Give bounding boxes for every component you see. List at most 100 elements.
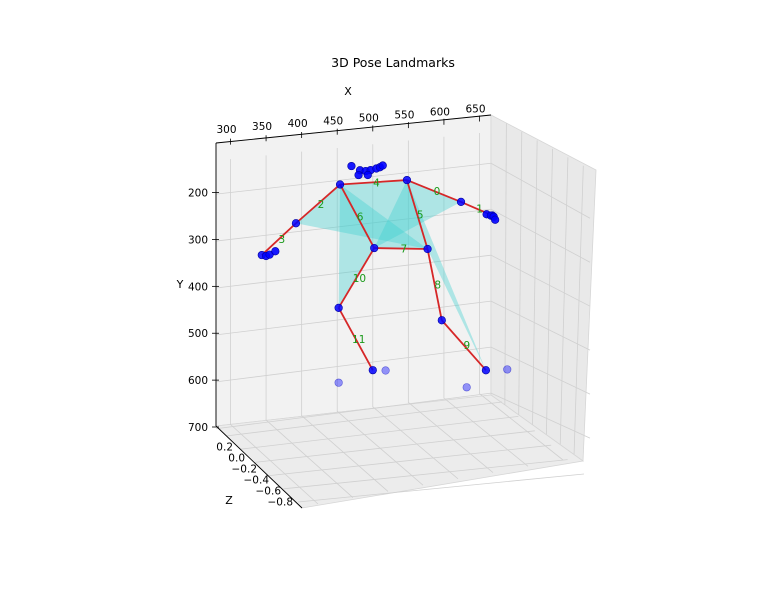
grid-line xyxy=(254,430,535,463)
grid-line xyxy=(372,406,459,480)
bone-7 xyxy=(374,247,428,250)
landmark-point xyxy=(481,366,491,375)
y-axis-label: Y xyxy=(176,278,184,291)
landmark-point xyxy=(491,215,500,224)
bone-0 xyxy=(406,179,462,203)
z-tick-label: −0.6 xyxy=(256,485,282,497)
bone-label: 7 xyxy=(401,244,408,256)
bone-9 xyxy=(441,319,487,371)
landmark-point xyxy=(378,161,387,170)
grid-line xyxy=(297,473,585,503)
body-triangle xyxy=(406,180,486,371)
body-triangle xyxy=(340,180,428,249)
landmark-point xyxy=(291,219,301,228)
bone-8 xyxy=(426,248,443,321)
grid-line xyxy=(283,459,568,490)
x-tick-label: 650 xyxy=(465,104,485,116)
z-tick-label: −0.2 xyxy=(232,463,258,475)
bone-10 xyxy=(337,247,375,309)
landmark-point xyxy=(370,243,379,253)
bone-11 xyxy=(337,307,374,371)
bone-label: 0 xyxy=(434,186,441,198)
grid-line xyxy=(240,416,519,450)
grid-line xyxy=(532,140,538,425)
x-tick-label: 500 xyxy=(359,112,379,124)
body-triangles xyxy=(295,180,486,371)
z-axis-label: Z xyxy=(225,494,233,507)
z-tick-label: −0.8 xyxy=(268,496,294,508)
grid-line xyxy=(215,254,492,289)
landmark-point xyxy=(462,383,471,392)
bone-label: 8 xyxy=(434,280,441,292)
grid-line xyxy=(215,162,492,195)
grid-line xyxy=(559,157,569,445)
chart-title: 3D Pose Landmarks xyxy=(331,55,455,70)
bone-label: 1 xyxy=(476,204,483,216)
grid-line xyxy=(229,423,319,505)
grid-line xyxy=(490,346,591,395)
grid-line xyxy=(215,300,492,336)
grid-line xyxy=(444,397,529,467)
grid-line xyxy=(265,419,354,499)
landmark-point xyxy=(402,175,412,185)
axes xyxy=(215,114,492,509)
grid-line xyxy=(269,444,552,476)
y-tick-label: 500 xyxy=(188,328,208,340)
landmark-point xyxy=(423,244,432,254)
bone-label: 5 xyxy=(417,210,424,222)
skeleton-bones xyxy=(261,179,493,371)
grid-line xyxy=(545,148,553,435)
bone-label: 4 xyxy=(373,177,380,189)
x-tick-label: 450 xyxy=(323,115,343,127)
grid-line xyxy=(479,393,564,461)
body-triangle xyxy=(340,184,428,249)
x-tick-label: 600 xyxy=(430,107,450,119)
landmark-point xyxy=(335,180,345,189)
y-tick-label: 600 xyxy=(188,375,208,387)
y-tick-label: 700 xyxy=(188,422,208,434)
landmark-point xyxy=(368,366,377,375)
x-tick-label: 400 xyxy=(288,118,308,130)
y-tick-label: 200 xyxy=(188,188,208,200)
landmark-point xyxy=(334,378,343,387)
grid-line xyxy=(490,392,591,439)
z-tick-label: 0.0 xyxy=(228,452,245,464)
grid-line xyxy=(215,208,492,242)
y-tick-label: 400 xyxy=(188,281,208,293)
z-tick-label: −0.4 xyxy=(244,474,270,486)
x-axis-label: X xyxy=(344,85,352,98)
grid-lines xyxy=(215,123,591,505)
x-tick-label: 300 xyxy=(216,124,236,136)
landmark-point xyxy=(456,197,466,207)
landmark-point xyxy=(271,247,280,256)
bone-label: 10 xyxy=(353,273,366,285)
z-tick-label: 0.2 xyxy=(216,441,233,453)
bone-5 xyxy=(406,179,429,250)
bone-label: 11 xyxy=(352,334,365,346)
x-tick-label: 350 xyxy=(252,121,272,133)
bone-6 xyxy=(339,184,376,249)
body-triangle xyxy=(338,184,375,308)
grid-line xyxy=(490,254,591,307)
x-tick-label: 550 xyxy=(394,110,414,122)
grid-line xyxy=(504,123,507,405)
grid-line xyxy=(518,131,523,415)
landmark-point xyxy=(334,303,343,312)
grid-line xyxy=(490,162,591,219)
body-triangle xyxy=(295,184,428,249)
grid-line xyxy=(490,208,591,263)
landmark-point xyxy=(363,170,372,180)
landmark-point xyxy=(354,170,363,180)
bone-label: 2 xyxy=(318,199,325,211)
bone-label: 9 xyxy=(464,340,471,352)
x-axis-line xyxy=(215,114,492,144)
grid-line xyxy=(215,346,492,383)
bone-label: 6 xyxy=(357,211,364,223)
grid-line xyxy=(573,165,584,455)
landmark-points xyxy=(257,161,512,392)
landmark-point xyxy=(347,161,356,171)
landmark-point xyxy=(437,316,446,325)
bone-label: 3 xyxy=(279,234,286,246)
